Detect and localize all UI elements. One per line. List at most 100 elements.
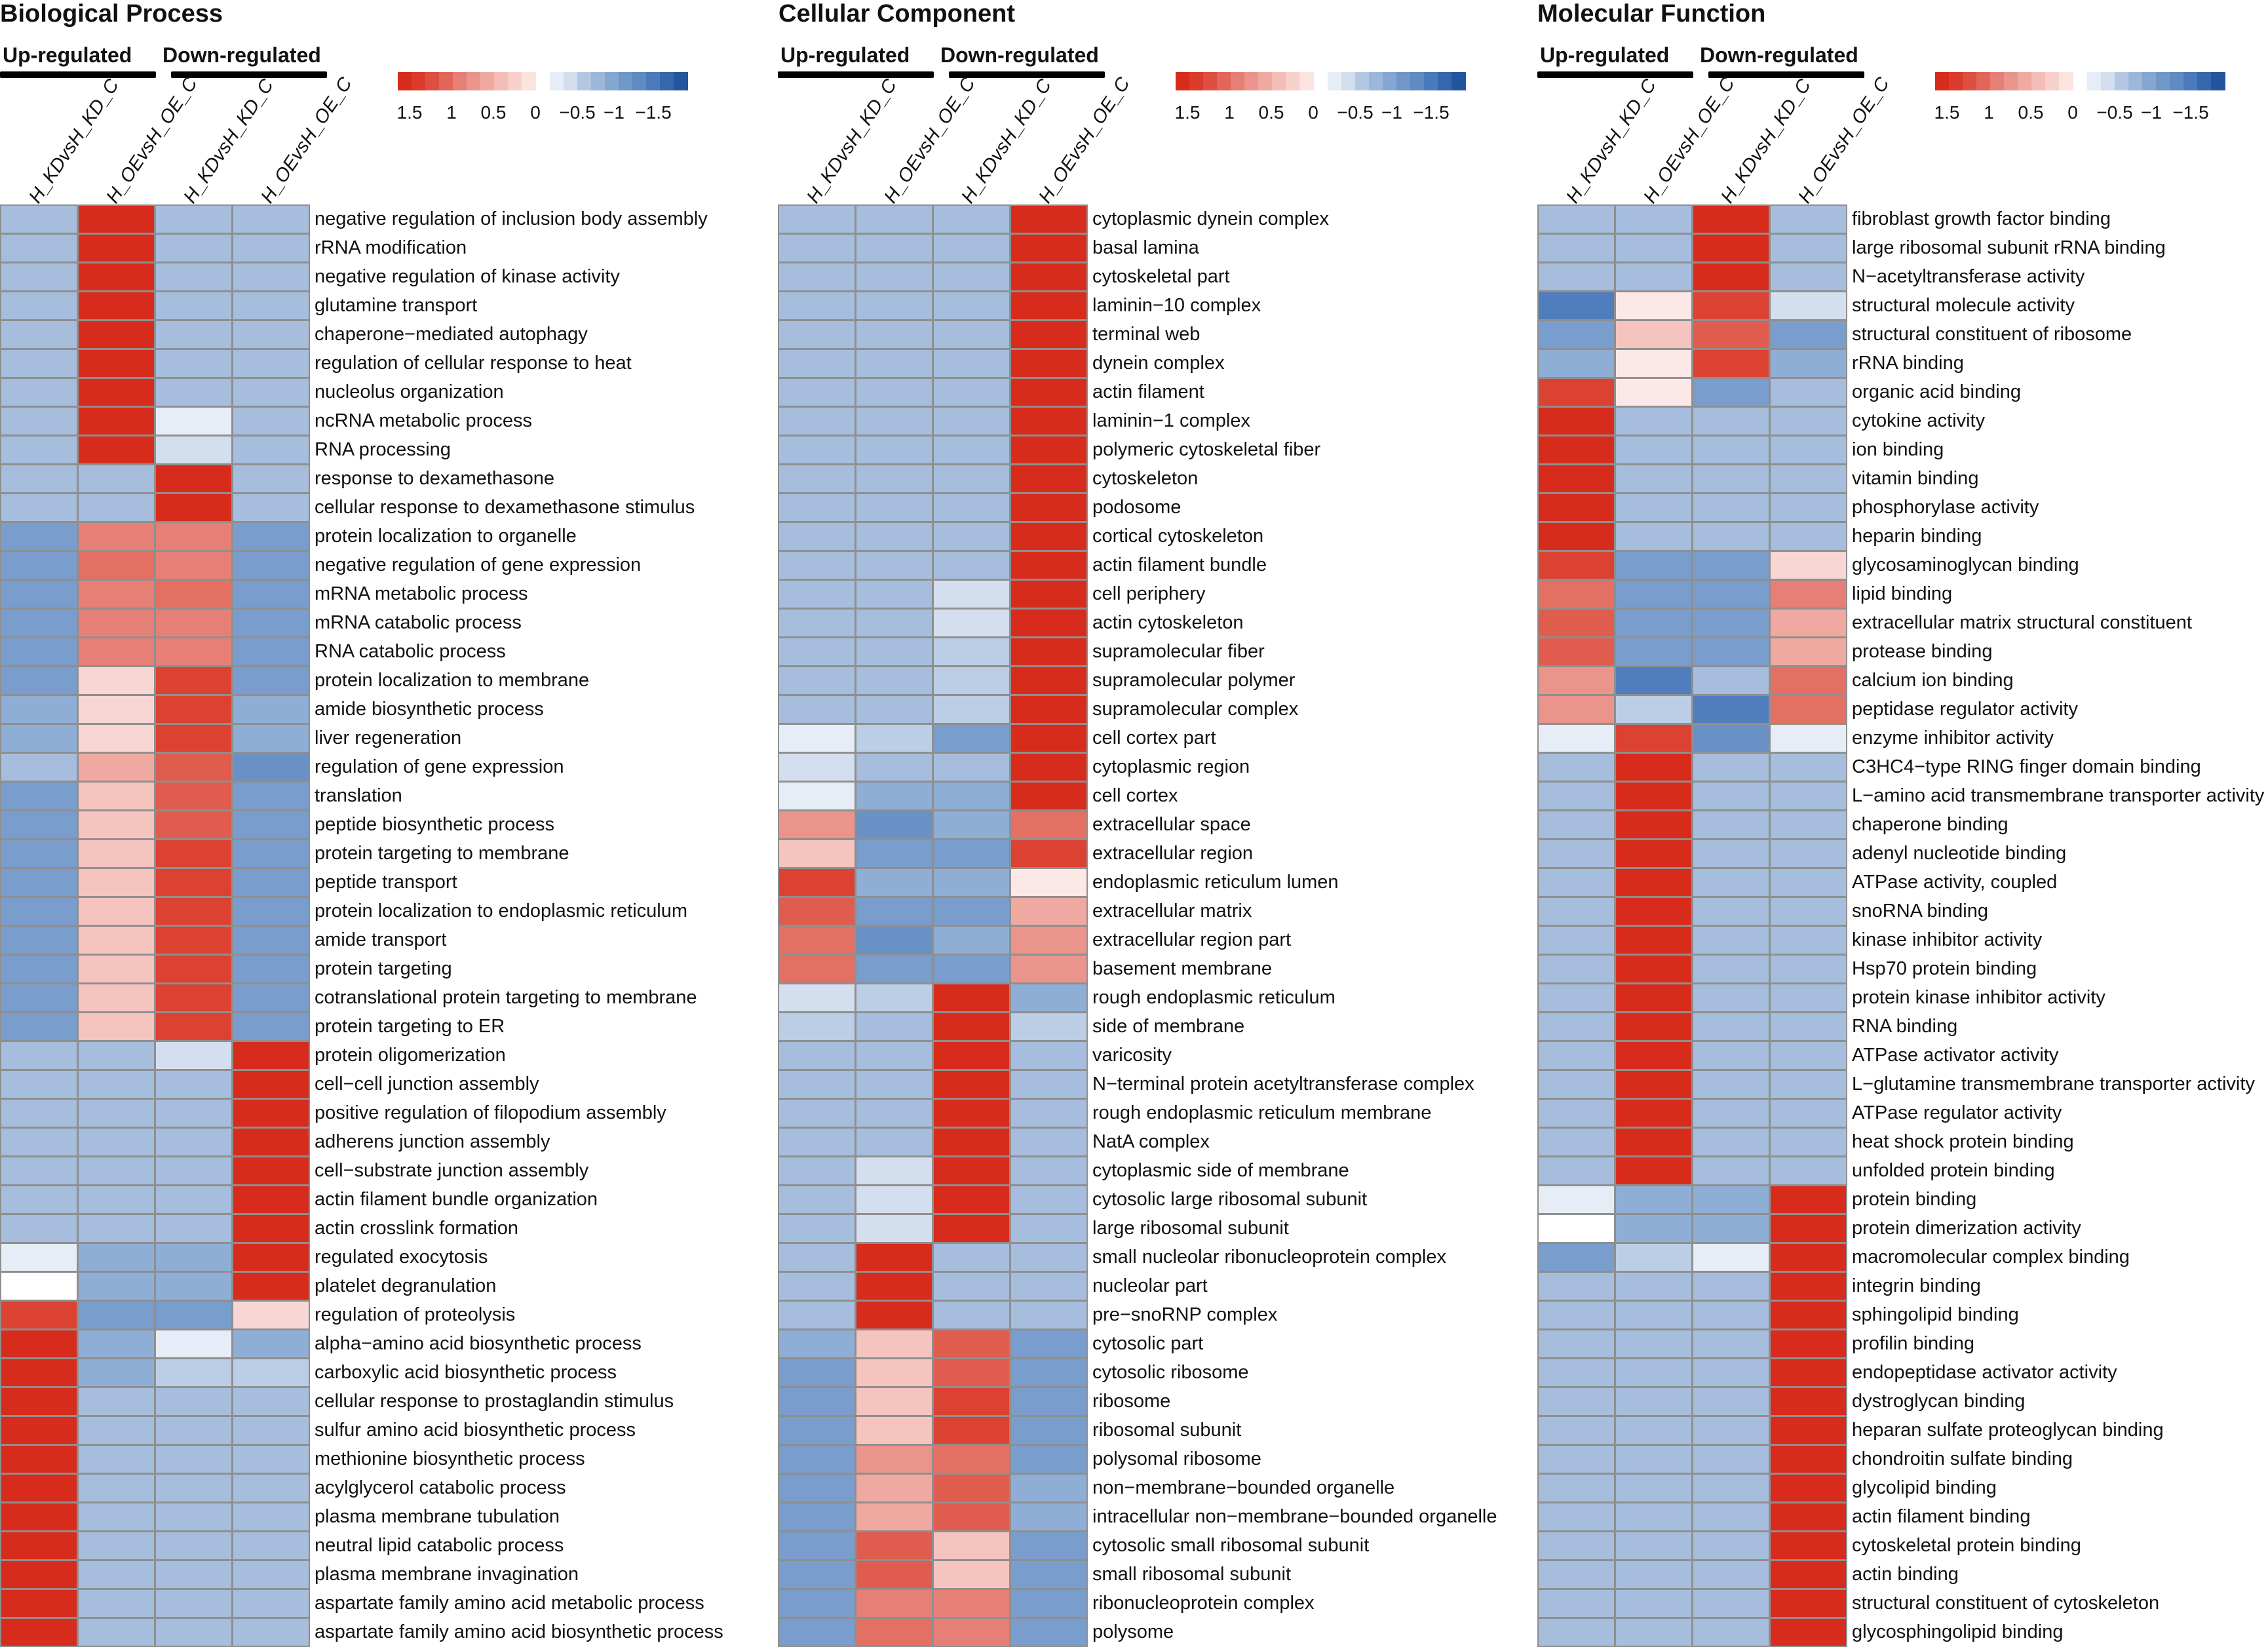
heatmap-cell (1010, 1329, 1088, 1359)
heatmap-cell (1615, 839, 1693, 868)
heatmap-cell (77, 435, 155, 465)
heatmap-cell (1537, 1560, 1615, 1589)
heatmap-cell (77, 1070, 155, 1099)
heatmap-cell (155, 1589, 233, 1618)
heatmap-cell (77, 868, 155, 897)
heatmap-cell (1537, 1387, 1615, 1416)
heatmap-cell (1692, 522, 1770, 551)
heatmap-cell (155, 204, 233, 234)
heatmap-cell (932, 724, 1010, 753)
heatmap-cell (0, 1589, 78, 1618)
heatmap-cell (778, 1185, 856, 1214)
panel-title: Molecular Function (1537, 0, 1766, 28)
heatmap-cell (778, 204, 856, 234)
heatmap-cell (155, 695, 233, 724)
heatmap-cell (1692, 406, 1770, 436)
heatmap-cell (1010, 1127, 1088, 1157)
heatmap-cell (0, 320, 78, 349)
heatmap-cell (1769, 1502, 1847, 1532)
heatmap-cell (855, 781, 933, 811)
heatmap-cell (0, 1531, 78, 1560)
legend-tick-label: 1 (1224, 102, 1235, 123)
row-label: heat shock protein binding (1852, 1131, 2074, 1152)
row-label: cell cortex part (1092, 727, 1216, 748)
heatmap-cell (855, 752, 933, 782)
row-label: cytoplasmic region (1092, 756, 1250, 777)
heatmap-cell (77, 1502, 155, 1532)
heatmap-cell (1692, 1243, 1770, 1272)
row-label: RNA processing (315, 439, 451, 460)
row-label: actin crosslink formation (315, 1218, 519, 1239)
row-label: peptidase regulator activity (1852, 699, 2078, 720)
heatmap-cell (232, 752, 310, 782)
heatmap-cell (1537, 493, 1615, 522)
row-label: terminal web (1092, 324, 1201, 345)
heatmap-cell (155, 983, 233, 1013)
heatmap-cell (0, 262, 78, 292)
heatmap-cell (0, 551, 78, 580)
heatmap-cell (77, 1243, 155, 1272)
heatmap-cell (1769, 1444, 1847, 1474)
heatmap-cell (155, 925, 233, 955)
heatmap-cell (778, 233, 856, 263)
heatmap-cell (855, 1387, 933, 1416)
heatmap-cell (855, 579, 933, 609)
heatmap-cell (1769, 1531, 1847, 1560)
heatmap-cell (1615, 1618, 1693, 1647)
row-label: cell cortex (1092, 785, 1178, 806)
heatmap-cell (1010, 1214, 1088, 1243)
heatmap-cell (77, 897, 155, 926)
row-label: nucleolar part (1092, 1275, 1208, 1296)
heatmap-cell (855, 435, 933, 465)
row-label: glycosaminoglycan binding (1852, 554, 2079, 575)
row-label: podosome (1092, 497, 1182, 518)
heatmap-cell (778, 551, 856, 580)
heatmap-cell (1010, 752, 1088, 782)
heatmap-cell (232, 839, 310, 868)
row-label: nucleolus organization (315, 381, 504, 402)
heatmap-cell (1692, 378, 1770, 407)
heatmap-cell (0, 1444, 78, 1474)
heatmap-cell (932, 204, 1010, 234)
heatmap-cell (155, 839, 233, 868)
heatmap-cell (932, 320, 1010, 349)
legend-swatch (508, 72, 522, 90)
legend-swatch (1286, 72, 1300, 90)
legend-swatch (494, 72, 509, 90)
heatmap-cell (778, 637, 856, 667)
legend-swatch (1189, 72, 1204, 90)
row-label: structural molecule activity (1852, 295, 2075, 316)
heatmap-cell (0, 954, 78, 984)
row-label: mRNA catabolic process (315, 612, 522, 633)
heatmap-cell (1769, 1560, 1847, 1589)
heatmap-cell (855, 1444, 933, 1474)
heatmap-cell (1615, 378, 1693, 407)
heatmap-cell (1537, 781, 1615, 811)
heatmap-cell (932, 1473, 1010, 1503)
heatmap-cell (1692, 1618, 1770, 1647)
heatmap-cell (1692, 349, 1770, 378)
heatmap-cell (155, 954, 233, 984)
row-label: actin filament (1092, 381, 1204, 402)
heatmap-cell (1615, 954, 1693, 984)
column-label: H_OEvsH_OE_C (880, 73, 980, 207)
heatmap-cell (1769, 637, 1847, 667)
legend-swatch (605, 72, 619, 90)
row-label: structural constituent of ribosome (1852, 324, 2132, 345)
heatmap-cell (232, 1127, 310, 1157)
row-label: non−membrane−bounded organelle (1092, 1477, 1395, 1498)
heatmap-cell (77, 724, 155, 753)
heatmap-cell (77, 233, 155, 263)
panel-title: Biological Process (0, 0, 223, 28)
heatmap-cell (0, 1185, 78, 1214)
heatmap-cell (855, 983, 933, 1013)
row-label: cytoskeletal part (1092, 266, 1230, 287)
row-label: dynein complex (1092, 353, 1225, 374)
heatmap-cell (232, 233, 310, 263)
heatmap-cell (778, 608, 856, 638)
heatmap-cell (77, 262, 155, 292)
row-label: acylglycerol catabolic process (315, 1477, 566, 1498)
heatmap-cell (155, 1098, 233, 1128)
heatmap-cell (778, 1098, 856, 1128)
